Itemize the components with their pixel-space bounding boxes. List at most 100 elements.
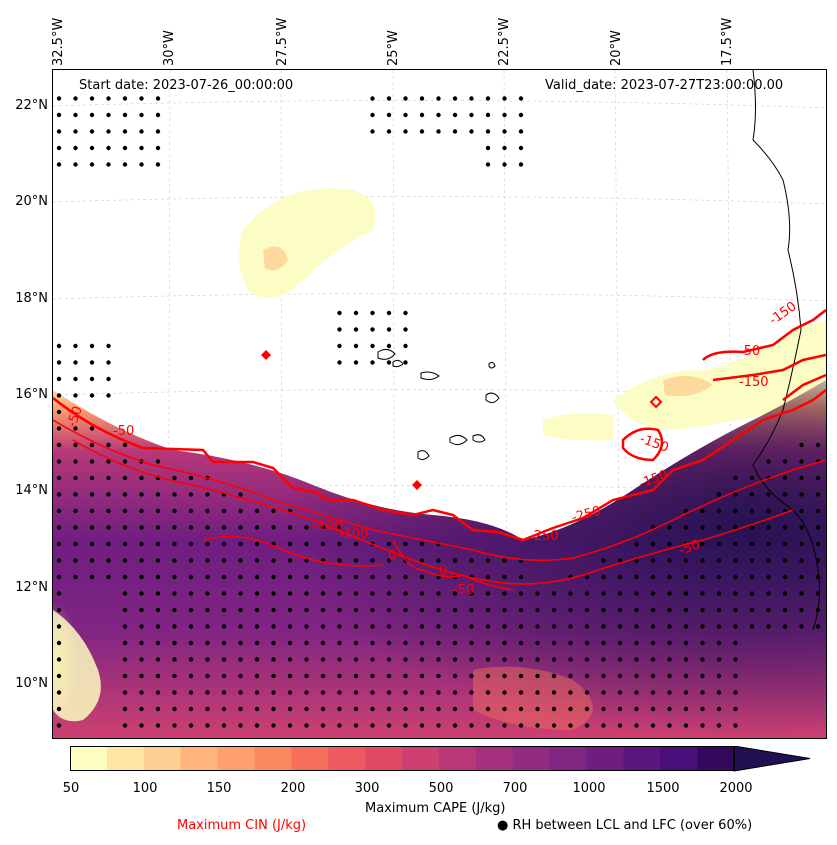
rh-dot <box>89 343 95 349</box>
rh-dot <box>287 624 293 629</box>
lon-label: 32.5°W <box>51 17 66 66</box>
rh-dot <box>700 607 705 613</box>
rh-dot <box>106 112 111 118</box>
rh-dot <box>766 508 771 514</box>
rh-dot <box>502 129 507 134</box>
rh-dot <box>799 508 804 514</box>
rh-dot <box>749 475 755 481</box>
rh-dot <box>238 558 243 563</box>
rh-dot <box>353 706 359 712</box>
rh-dot <box>502 607 507 613</box>
rh-dot <box>634 541 639 547</box>
rh-dot <box>89 541 95 547</box>
rh-dot <box>749 492 755 497</box>
rh-dot <box>733 492 738 497</box>
rh-dot <box>502 112 507 118</box>
rh-dot <box>733 525 738 530</box>
rh-dot <box>535 624 540 629</box>
rh-dot <box>584 657 590 662</box>
rh-dot <box>287 706 293 712</box>
rh-dot <box>304 657 309 662</box>
rh-dot <box>667 640 672 646</box>
rh-dot <box>271 591 276 596</box>
rh-dot <box>716 706 722 712</box>
rh-dot <box>403 607 408 613</box>
rh-dot <box>271 723 276 728</box>
rh-dot <box>749 558 755 563</box>
rh-dot <box>568 607 573 613</box>
rh-dot <box>205 706 210 712</box>
rh-dot <box>271 574 276 580</box>
rh-dot <box>205 508 210 514</box>
rh-dot <box>122 690 128 695</box>
rh-dot <box>122 624 128 629</box>
rh-dot <box>469 706 474 712</box>
colorbar-cell <box>328 746 366 771</box>
rh-dot <box>584 624 590 629</box>
rh-dot <box>502 624 507 629</box>
rh-dot <box>419 591 425 596</box>
rh-dot <box>419 129 425 134</box>
rh-dot <box>370 129 375 134</box>
rh-dot <box>815 508 821 514</box>
lat-label: 14°N <box>15 483 48 498</box>
rh-dot <box>73 393 78 398</box>
rh-dot <box>436 673 441 679</box>
rh-dot <box>155 558 161 563</box>
rh-dot <box>188 706 194 712</box>
rh-dot <box>386 624 392 629</box>
lon-label: 30°W <box>162 30 177 66</box>
rh-dot <box>122 541 128 547</box>
rh-dot <box>73 112 78 118</box>
rh-dot <box>518 706 524 712</box>
rh-dot <box>139 673 144 679</box>
rh-dot <box>337 706 342 712</box>
rh-dot <box>89 360 95 365</box>
rh-dot <box>634 657 639 662</box>
rh-dot <box>403 690 408 695</box>
rh-dot <box>667 706 672 712</box>
rh-dot <box>304 673 309 679</box>
rh-dot <box>238 690 243 695</box>
rh-dot <box>106 360 111 365</box>
rh-dot <box>172 508 177 514</box>
rh-dot <box>73 129 78 134</box>
rh-dot <box>502 657 507 662</box>
rh-dot <box>749 591 755 596</box>
rh-dot <box>766 574 771 580</box>
rh-dot <box>469 607 474 613</box>
rh-dot <box>386 673 392 679</box>
rh-dot <box>650 673 656 679</box>
rh-dot <box>799 475 804 481</box>
rh-dot <box>221 624 227 629</box>
cape-colorbar <box>70 746 811 772</box>
rh-dot <box>634 591 639 596</box>
cape-field-south <box>473 666 593 730</box>
rh-dot <box>601 607 606 613</box>
rh-dot <box>782 492 788 497</box>
rh-dot <box>238 624 243 629</box>
rh-dot <box>568 690 573 695</box>
rh-dot <box>782 541 788 547</box>
rh-dot <box>304 640 309 646</box>
rh-dot <box>469 673 474 679</box>
rh-dot <box>667 690 672 695</box>
rh-dot <box>419 558 425 563</box>
rh-dot <box>122 723 128 728</box>
rh-dot <box>419 657 425 662</box>
rh-dot <box>551 706 557 712</box>
rh-dot <box>386 591 392 596</box>
rh-dot <box>73 442 78 448</box>
rh-dot <box>650 640 656 646</box>
rh-dot <box>700 591 705 596</box>
rh-dot <box>304 591 309 596</box>
rh-dot <box>815 541 821 547</box>
rh-dot <box>155 690 161 695</box>
rh-dot <box>188 574 194 580</box>
rh-dot <box>56 657 62 662</box>
rh-dot <box>535 706 540 712</box>
rh-dot <box>535 690 540 695</box>
rh-dot <box>485 673 491 679</box>
cin-contour-label: -150 <box>767 299 800 328</box>
rh-dot <box>551 640 557 646</box>
